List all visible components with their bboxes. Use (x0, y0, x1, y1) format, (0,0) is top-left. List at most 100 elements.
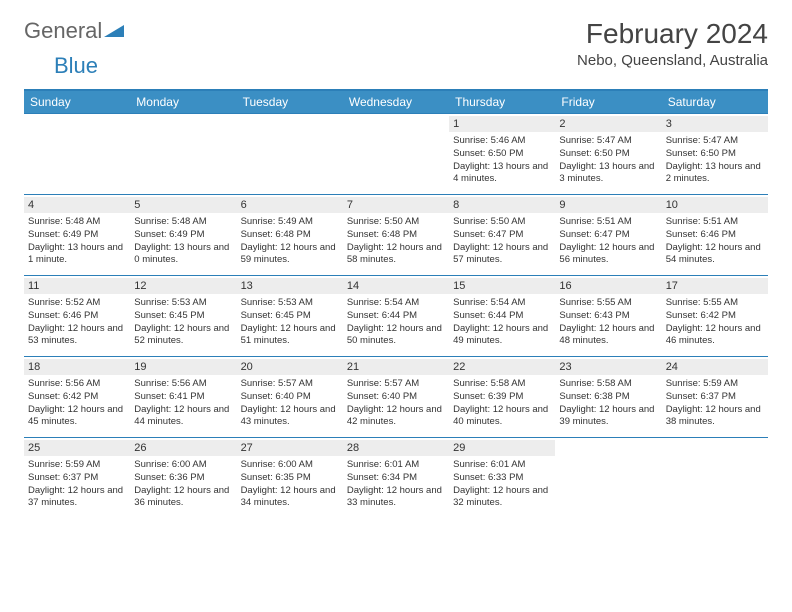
day-number: 24 (662, 359, 768, 375)
daylight-text: Daylight: 12 hours and 34 minutes. (241, 485, 339, 511)
calendar-cell (24, 114, 130, 194)
sunset-text: Sunset: 6:35 PM (241, 472, 339, 485)
calendar-week: 1 Sunrise: 5:46 AMSunset: 6:50 PMDaylight… (24, 113, 768, 194)
sunset-text: Sunset: 6:48 PM (347, 229, 445, 242)
calendar-cell: 5Sunrise: 5:48 AMSunset: 6:49 PMDaylight… (130, 195, 236, 275)
calendar-cell: 14Sunrise: 5:54 AMSunset: 6:44 PMDayligh… (343, 276, 449, 356)
day-number: 9 (555, 197, 661, 213)
sunset-text: Sunset: 6:34 PM (347, 472, 445, 485)
sunset-text: Sunset: 6:39 PM (453, 391, 551, 404)
sunrise-text: Sunrise: 5:59 AM (28, 459, 126, 472)
sunset-text: Sunset: 6:33 PM (453, 472, 551, 485)
sunrise-text: Sunrise: 6:01 AM (347, 459, 445, 472)
day-number: 21 (343, 359, 449, 375)
day-number: 6 (237, 197, 343, 213)
daylight-text: Daylight: 13 hours and 0 minutes. (134, 242, 232, 268)
calendar-cell: 23 Sunrise: 5:58 AMSunset: 6:38 PMDayligh… (555, 357, 661, 437)
day-number: 14 (343, 278, 449, 294)
day-info: Sunrise: 5:56 AMSunset: 6:41 PMDaylight:… (134, 378, 232, 429)
calendar-cell (343, 114, 449, 194)
day-info: Sunrise: 5:57 AMSunset: 6:40 PMDaylight:… (241, 378, 339, 429)
day-info: Sunrise: 5:53 AMSunset: 6:45 PMDaylight:… (241, 297, 339, 348)
daylight-text: Daylight: 12 hours and 44 minutes. (134, 404, 232, 430)
day-number: 7 (343, 197, 449, 213)
calendar-cell: 25 Sunrise: 5:59 AMSunset: 6:37 PMDayligh… (24, 438, 130, 518)
dow-friday: Friday (555, 91, 661, 113)
day-info: Sunrise: 5:46 AMSunset: 6:50 PMDaylight:… (453, 135, 551, 186)
sunset-text: Sunset: 6:37 PM (28, 472, 126, 485)
sunrise-text: Sunrise: 5:47 AM (666, 135, 764, 148)
day-number: 15 (449, 278, 555, 294)
day-number: 11 (24, 278, 130, 294)
day-number: 8 (449, 197, 555, 213)
day-number: 1 (449, 116, 555, 132)
sunset-text: Sunset: 6:45 PM (134, 310, 232, 323)
daylight-text: Daylight: 12 hours and 57 minutes. (453, 242, 551, 268)
location-text: Nebo, Queensland, Australia (577, 52, 768, 69)
sunset-text: Sunset: 6:50 PM (453, 148, 551, 161)
day-number: 3 (662, 116, 768, 132)
dow-saturday: Saturday (662, 91, 768, 113)
logo: General (24, 18, 124, 44)
daylight-text: Daylight: 12 hours and 33 minutes. (347, 485, 445, 511)
calendar-cell: 18Sunrise: 5:56 AMSunset: 6:42 PMDayligh… (24, 357, 130, 437)
calendar-week: 18Sunrise: 5:56 AMSunset: 6:42 PMDayligh… (24, 356, 768, 437)
sunset-text: Sunset: 6:44 PM (453, 310, 551, 323)
calendar-cell: 11 Sunrise: 5:52 AMSunset: 6:46 PMDayligh… (24, 276, 130, 356)
calendar-cell: 27Sunrise: 6:00 AMSunset: 6:35 PMDayligh… (237, 438, 343, 518)
sunrise-text: Sunrise: 5:53 AM (241, 297, 339, 310)
day-number: 12 (130, 278, 236, 294)
sunrise-text: Sunrise: 5:51 AM (559, 216, 657, 229)
day-info: Sunrise: 5:54 AMSunset: 6:44 PMDaylight:… (453, 297, 551, 348)
sunset-text: Sunset: 6:42 PM (666, 310, 764, 323)
day-number: 23 (555, 359, 661, 375)
calendar-cell: 2 Sunrise: 5:47 AMSunset: 6:50 PMDaylight… (555, 114, 661, 194)
day-info: Sunrise: 5:47 AMSunset: 6:50 PMDaylight:… (559, 135, 657, 186)
daylight-text: Daylight: 12 hours and 37 minutes. (28, 485, 126, 511)
day-number: 2 (555, 116, 661, 132)
day-info: Sunrise: 5:59 AMSunset: 6:37 PMDaylight:… (28, 459, 126, 510)
day-info: Sunrise: 5:58 AMSunset: 6:38 PMDaylight:… (559, 378, 657, 429)
day-number: 17 (662, 278, 768, 294)
calendar-cell: 22Sunrise: 5:58 AMSunset: 6:39 PMDayligh… (449, 357, 555, 437)
day-info: Sunrise: 5:55 AMSunset: 6:42 PMDaylight:… (666, 297, 764, 348)
day-number: 16 (555, 278, 661, 294)
daylight-text: Daylight: 12 hours and 53 minutes. (28, 323, 126, 349)
daylight-text: Daylight: 12 hours and 39 minutes. (559, 404, 657, 430)
day-info: Sunrise: 5:57 AMSunset: 6:40 PMDaylight:… (347, 378, 445, 429)
daylight-text: Daylight: 13 hours and 3 minutes. (559, 161, 657, 187)
sunrise-text: Sunrise: 5:48 AM (134, 216, 232, 229)
logo-triangle-icon (104, 21, 124, 42)
sunrise-text: Sunrise: 5:56 AM (134, 378, 232, 391)
sunrise-text: Sunrise: 5:51 AM (666, 216, 764, 229)
daylight-text: Daylight: 12 hours and 59 minutes. (241, 242, 339, 268)
calendar-cell (555, 438, 661, 518)
daylight-text: Daylight: 12 hours and 58 minutes. (347, 242, 445, 268)
sunrise-text: Sunrise: 5:54 AM (453, 297, 551, 310)
calendar-cell: 9 Sunrise: 5:51 AMSunset: 6:47 PMDaylight… (555, 195, 661, 275)
daylight-text: Daylight: 13 hours and 4 minutes. (453, 161, 551, 187)
calendar-cell (237, 114, 343, 194)
day-number: 20 (237, 359, 343, 375)
sunset-text: Sunset: 6:49 PM (134, 229, 232, 242)
daylight-text: Daylight: 12 hours and 56 minutes. (559, 242, 657, 268)
calendar-cell: 6Sunrise: 5:49 AMSunset: 6:48 PMDaylight… (237, 195, 343, 275)
dow-wednesday: Wednesday (343, 91, 449, 113)
sunrise-text: Sunrise: 5:50 AM (453, 216, 551, 229)
day-number: 22 (449, 359, 555, 375)
calendar-cell: 17 Sunrise: 5:55 AMSunset: 6:42 PMDayligh… (662, 276, 768, 356)
calendar-cell: 8Sunrise: 5:50 AMSunset: 6:47 PMDaylight… (449, 195, 555, 275)
calendar-cell (130, 114, 236, 194)
day-number: 25 (24, 440, 130, 456)
sunset-text: Sunset: 6:46 PM (28, 310, 126, 323)
day-number: 18 (24, 359, 130, 375)
day-number: 29 (449, 440, 555, 456)
daylight-text: Daylight: 12 hours and 36 minutes. (134, 485, 232, 511)
sunrise-text: Sunrise: 5:58 AM (453, 378, 551, 391)
day-info: Sunrise: 5:47 AMSunset: 6:50 PMDaylight:… (666, 135, 764, 186)
sunset-text: Sunset: 6:47 PM (559, 229, 657, 242)
day-info: Sunrise: 5:50 AMSunset: 6:48 PMDaylight:… (347, 216, 445, 267)
day-number: 13 (237, 278, 343, 294)
daylight-text: Daylight: 12 hours and 45 minutes. (28, 404, 126, 430)
sunrise-text: Sunrise: 5:52 AM (28, 297, 126, 310)
